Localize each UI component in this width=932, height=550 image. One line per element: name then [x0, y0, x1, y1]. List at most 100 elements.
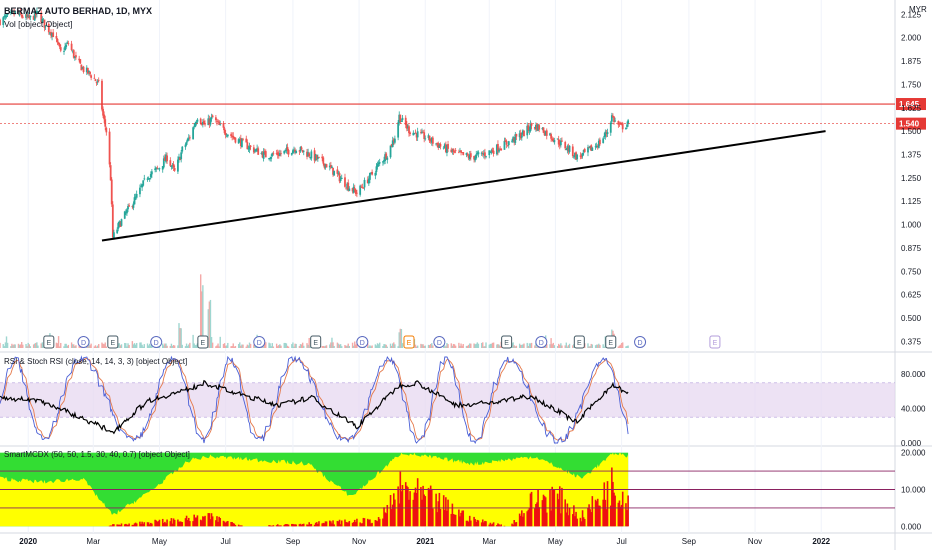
volume-bar: [219, 336, 221, 348]
volume-bar: [367, 343, 369, 348]
volume-bar: [178, 323, 180, 348]
volume-bar: [354, 341, 356, 348]
volume-bar: [35, 342, 37, 348]
volume-bar: [394, 344, 396, 348]
candle-body: [513, 138, 516, 142]
smart-red-bar: [360, 523, 363, 527]
smart-red-bar: [544, 497, 547, 527]
smart-red-bar: [340, 520, 343, 527]
volume-bar: [368, 346, 370, 348]
volume-bar: [451, 345, 454, 348]
candle-body: [12, 11, 14, 13]
smart-red-bar: [209, 519, 212, 527]
candle-body: [401, 117, 404, 121]
candle-body: [519, 132, 522, 139]
stoch-d-line: [0, 357, 629, 441]
smart-red-bar: [514, 522, 517, 527]
volume-bar: [105, 346, 108, 348]
volume-bar: [216, 345, 218, 348]
candle-body: [566, 146, 569, 151]
smart-red-bar: [285, 524, 288, 527]
volume-bar: [299, 344, 302, 348]
smart-red-bar: [132, 524, 135, 527]
candle-body: [135, 194, 138, 198]
volume-bar: [163, 345, 165, 348]
candle-body: [196, 119, 199, 122]
smart-red-bar: [558, 486, 561, 527]
candle-body: [392, 139, 395, 142]
candle-body: [352, 186, 355, 193]
volume-bar: [285, 343, 288, 348]
candle-body: [154, 168, 157, 171]
candle-body: [67, 43, 70, 45]
candle-body: [149, 174, 152, 178]
time-tick-label: 2022: [812, 537, 830, 546]
volume-bar: [230, 346, 232, 348]
candle-body: [515, 134, 518, 137]
volume-bar: [344, 344, 346, 348]
candle-body: [20, 14, 23, 17]
candle-body: [597, 140, 600, 148]
price-pane: [0, 7, 895, 242]
candle-body: [407, 126, 409, 128]
smart-red-bar: [172, 518, 175, 527]
earnings-marker: E: [197, 335, 209, 349]
price-tick-label: 0.500: [901, 314, 922, 323]
price-tick-label: 1.250: [901, 174, 922, 183]
volume-bar: [588, 346, 590, 348]
volume-bar: [5, 336, 8, 348]
volume-bar: [188, 344, 190, 348]
volume-bar: [325, 345, 328, 348]
candle-body: [331, 166, 333, 168]
smart-red-bar: [459, 516, 461, 527]
candle-body: [421, 131, 423, 134]
candle-body: [185, 142, 188, 145]
volume-bar: [104, 342, 106, 348]
smart-red-bar: [131, 524, 134, 527]
volume-bar: [292, 342, 294, 348]
candle-body: [208, 118, 211, 125]
smart-red-bar: [113, 524, 115, 527]
volume-bar: [240, 345, 242, 348]
candle-body: [438, 145, 441, 148]
candle-body: [520, 135, 523, 138]
smart-red-bar: [135, 523, 138, 527]
candle-body: [323, 163, 326, 168]
smart-red-bar: [217, 521, 219, 527]
volume-bar: [620, 342, 623, 348]
smart-red-bar: [384, 512, 386, 527]
smart-red-bar: [355, 522, 357, 527]
marker-letter: E: [577, 340, 582, 347]
volume-bar: [201, 291, 203, 348]
volume-bar: [34, 343, 36, 348]
candle-body: [498, 149, 500, 152]
volume-bar: [93, 346, 96, 348]
candle-body: [541, 127, 544, 130]
volume-bar: [535, 342, 537, 348]
candle-body: [94, 79, 97, 82]
candle-body: [209, 118, 212, 125]
candle-body: [308, 153, 311, 157]
candle-body: [14, 11, 17, 14]
volume-bar: [603, 346, 605, 348]
volume-bar: [351, 342, 354, 348]
candle-body: [73, 56, 76, 58]
candle-body: [489, 151, 492, 153]
candle-body: [286, 146, 289, 151]
smart-red-bar: [460, 512, 462, 527]
smart-red-bar: [491, 523, 494, 527]
volume-bar: [298, 345, 301, 348]
smart-red-bar: [300, 524, 303, 527]
rsi-pane-label: RSI & Stoch RSI (close, 14, 14, 3, 3) [o…: [4, 357, 187, 366]
volume-bar: [475, 343, 477, 348]
smart-red-bar: [620, 504, 623, 527]
candle-body: [264, 151, 267, 158]
smart-red-bar: [120, 523, 123, 527]
marker-box: [43, 335, 55, 349]
smart-red-bar: [400, 491, 403, 527]
volume-bar: [355, 344, 357, 348]
volume-bar: [96, 345, 99, 348]
smart-red-bar: [534, 508, 536, 527]
smart-red-bar: [123, 524, 126, 527]
